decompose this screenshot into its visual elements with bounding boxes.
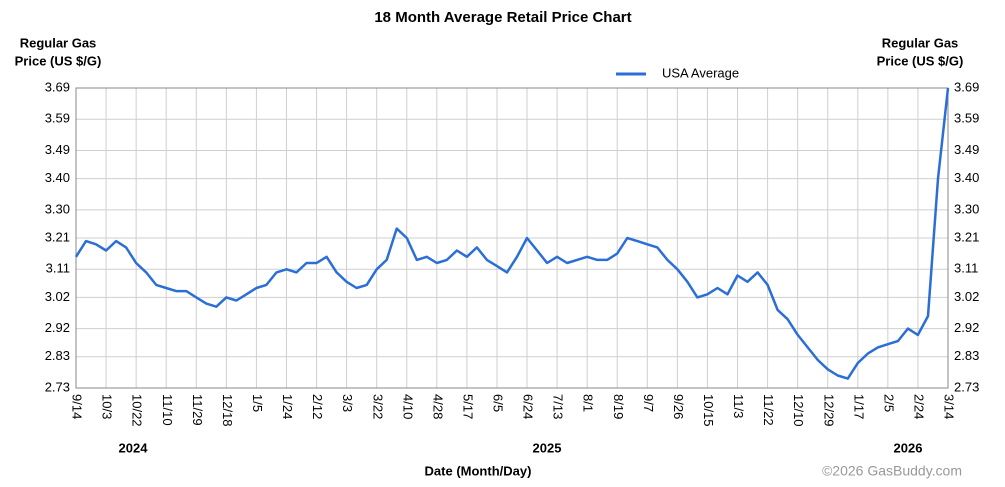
x-tick-label: 3/22 <box>370 394 385 419</box>
x-tick-label: 11/3 <box>731 394 746 418</box>
y2-tick-label: 3.40 <box>954 170 979 185</box>
y2-tick-label: 2.83 <box>954 348 979 363</box>
x-tick-label: 11/10 <box>160 394 175 426</box>
x-tick-label: 4/28 <box>430 394 445 419</box>
x-tick-label: 11/29 <box>190 394 205 426</box>
x-tick-label: 11/22 <box>761 394 776 426</box>
data-line <box>74 87 950 380</box>
x-tick-label: 3/14 <box>942 394 957 419</box>
x-tick-label: 10/3 <box>100 394 115 419</box>
x-tick-label: 10/22 <box>130 394 145 427</box>
legend-label: USA Average <box>662 65 739 80</box>
plot-frame <box>75 87 949 389</box>
year-label: 2026 <box>894 440 923 455</box>
y2-tick-label: 3.02 <box>954 289 979 304</box>
y2-tick-label: 3.11 <box>954 261 978 276</box>
y2-tick-label: 3.49 <box>954 142 979 157</box>
x-axis-label: Date (Month/Day) <box>425 463 532 478</box>
year-label: 2024 <box>119 440 149 455</box>
y2-tick-label: 3.30 <box>954 201 979 216</box>
y-tick-label: 3.11 <box>46 261 70 276</box>
y2-tick-label: 2.73 <box>954 379 979 394</box>
x-tick-label: 8/19 <box>611 394 626 419</box>
x-tick-label: 8/1 <box>581 394 596 412</box>
y-tick-label: 3.30 <box>45 201 70 216</box>
x-tick-label: 3/3 <box>340 394 355 412</box>
x-tick-label: 2/24 <box>911 394 926 419</box>
x-tick-label: 1/24 <box>280 394 295 419</box>
x-tick-label: 2/12 <box>310 394 325 419</box>
x-tick-label: 6/5 <box>491 394 506 412</box>
x-tick-label: 12/10 <box>791 394 806 427</box>
x-tick-label: 4/10 <box>400 394 415 419</box>
x-tick-label: 7/13 <box>551 394 566 419</box>
y-tick-label: 3.49 <box>45 142 70 157</box>
y-axis-label: Price (US $/G) <box>15 53 102 68</box>
x-tick-label: 5/17 <box>460 394 475 419</box>
y2-axis-label: Regular Gas <box>882 35 959 50</box>
x-tick-label: 1/17 <box>851 394 866 419</box>
y-tick-label: 2.83 <box>45 348 70 363</box>
y2-tick-label: 2.92 <box>954 320 979 335</box>
credit: ©2026 GasBuddy.com <box>822 463 962 479</box>
x-tick-label: 12/18 <box>220 394 235 427</box>
year-label: 2025 <box>533 440 562 455</box>
y-tick-label: 3.40 <box>45 170 70 185</box>
y-tick-label: 2.92 <box>45 320 70 335</box>
y-tick-label: 2.73 <box>45 379 70 394</box>
x-tick-label: 9/7 <box>641 394 656 412</box>
x-tick-label: 1/5 <box>250 394 265 412</box>
x-tick-label: 9/26 <box>671 394 686 419</box>
y-tick-label: 3.02 <box>45 289 70 304</box>
x-tick-label: 6/24 <box>521 394 536 419</box>
y-tick-label: 3.69 <box>45 79 70 94</box>
chart-title: 18 Month Average Retail Price Chart <box>374 9 631 26</box>
x-tick-label: 2/5 <box>881 394 896 412</box>
x-tick-label: 12/29 <box>821 394 836 427</box>
y2-tick-label: 3.59 <box>954 111 979 126</box>
y2-tick-label: 3.21 <box>954 229 979 244</box>
x-tick-label: 9/14 <box>70 394 85 419</box>
y-tick-label: 3.59 <box>45 111 70 126</box>
y-tick-label: 3.21 <box>45 229 70 244</box>
x-tick-label: 10/15 <box>701 394 716 427</box>
y2-tick-label: 3.69 <box>954 79 979 94</box>
y2-axis-label: Price (US $/G) <box>877 53 964 68</box>
y-axis-label: Regular Gas <box>20 35 97 50</box>
